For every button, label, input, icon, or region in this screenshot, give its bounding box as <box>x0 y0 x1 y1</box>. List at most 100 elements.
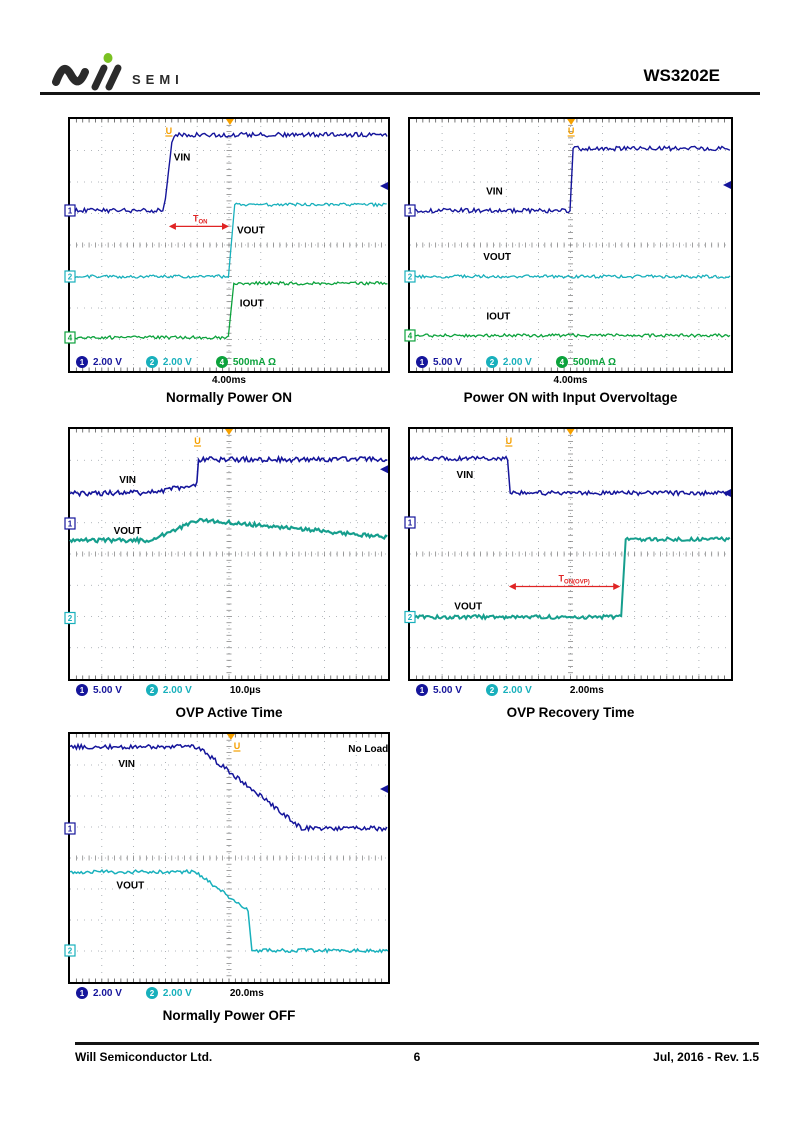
channel-readout: 2 2.00 V <box>145 684 192 696</box>
channel-number-badge: 1 <box>76 987 88 999</box>
channel-scale-value: 2.00 V <box>93 356 122 368</box>
channel-2-marker: 2 <box>404 270 416 283</box>
channel-readout: 1 5.00 V <box>416 684 462 696</box>
trigger-level-icon: U <box>234 741 241 751</box>
scope-ovp-active-time: U 1 2 VIN VOUT 1 5.00 V 2 2.00 V 10.0µs OVP Acti… <box>64 427 390 720</box>
channel-readout: 2 2.00 V <box>145 987 192 999</box>
channel-number-badge: 1 <box>416 356 428 368</box>
trigger-level-icon: U <box>166 126 173 136</box>
trace-vin <box>409 454 732 497</box>
channel-1-marker: 1 <box>64 517 76 530</box>
graticule <box>70 734 388 982</box>
channel-readout: 4 500mA Ω <box>555 356 617 368</box>
trigger-level-icon: U <box>194 436 201 446</box>
right-reference-arrow-icon <box>380 465 388 474</box>
trace-label: VIN <box>457 470 474 481</box>
timebase-label: 10.0µs <box>229 684 261 696</box>
channel-number-badge: 1 <box>416 684 428 696</box>
trace-label: VOUT <box>116 880 144 891</box>
channel-number-badge: 1 <box>76 356 88 368</box>
channel-scale-value: 500mA Ω <box>572 356 617 368</box>
trace-iout <box>409 332 731 339</box>
trace-label: VOUT <box>114 526 142 537</box>
timebase-label: 4.00ms <box>212 375 246 386</box>
timebase-label: 4.00ms <box>553 375 588 386</box>
scope-normally-power-on: U 1 2 4 VIN VOUT IOUT TON 1 2.00 V 2 2.00 V 4 500mA … <box>64 117 390 405</box>
graticule <box>410 119 731 371</box>
trace-label: IOUT <box>486 311 510 322</box>
svg-text:2: 2 <box>68 947 73 956</box>
svg-text:2: 2 <box>68 614 73 623</box>
trace-vin <box>409 145 731 215</box>
channel-2-marker: 2 <box>64 944 76 957</box>
waveform-plot: U 1 2 VIN No Load VOUT <box>64 734 389 982</box>
trace-vout <box>69 868 389 954</box>
channel-scale-value: 2.00 V <box>502 356 532 368</box>
channel-scale-value: 2.00 V <box>502 684 532 696</box>
trace-label: VIN <box>119 475 136 486</box>
channel-scale-value: 5.00 V <box>433 356 462 368</box>
trigger-level-icon: U <box>506 436 513 446</box>
trace-vin <box>69 742 388 833</box>
trace-vout <box>409 535 731 621</box>
footer-date-rev: Jul, 2016 - Rev. 1.5 <box>653 1049 759 1064</box>
channel-number-badge: 2 <box>145 987 158 999</box>
svg-text:1: 1 <box>408 519 413 528</box>
channel-2-marker: 2 <box>64 611 76 625</box>
trigger-position-icon <box>225 429 233 435</box>
trigger-position-icon <box>225 119 234 125</box>
part-number: WS3202E <box>643 66 720 85</box>
channel-scale-value: 5.00 V <box>433 684 462 696</box>
channel-1-marker: 1 <box>404 204 416 217</box>
trace-label: No Load <box>348 744 388 755</box>
channel-readouts: 1 2.00 V 2 2.00 V 4 500mA Ω <box>76 356 300 368</box>
waveform-plot: U 1 2 VIN VOUT <box>64 429 388 679</box>
svg-text:1: 1 <box>68 520 73 529</box>
channel-readouts: 1 5.00 V 2 2.00 V 2.00ms <box>416 684 604 696</box>
measurement-arrow: TON(OVP) <box>508 574 621 590</box>
scope-screen: U 1 2 4 VIN VOUT IOUT <box>404 117 733 373</box>
right-reference-arrow-icon <box>723 181 731 190</box>
scope-caption: OVP Recovery Time <box>506 705 635 720</box>
trace-label: VIN <box>486 187 503 198</box>
channel-2-marker: 2 <box>64 270 76 283</box>
channel-number-badge: 4 <box>555 356 568 368</box>
trace-vout <box>69 517 388 545</box>
scope-caption: Power ON with Input Overvoltage <box>463 390 678 405</box>
svg-text:1: 1 <box>68 206 73 215</box>
svg-text:4: 4 <box>408 331 413 340</box>
right-reference-arrow-icon <box>723 489 731 497</box>
trigger-level-icon: U <box>568 126 575 136</box>
graticule <box>410 429 731 679</box>
trace-label: VOUT <box>237 226 265 237</box>
svg-text:4: 4 <box>68 333 73 342</box>
channel-readout: 4 500mA Ω <box>215 356 276 368</box>
trace-label: VIN <box>174 153 191 164</box>
channel-scale-value: 2.00 V <box>162 356 192 368</box>
trace-iout <box>69 280 388 341</box>
channel-readout: 1 2.00 V <box>76 356 122 368</box>
channel-4-marker: 4 <box>64 331 76 344</box>
page-number: 6 <box>413 1049 421 1064</box>
channel-4-marker: 4 <box>404 329 416 342</box>
scope-caption: Normally Power ON <box>165 390 293 405</box>
trace-vout <box>409 273 731 280</box>
channel-readout: 2 2.00 V <box>485 684 532 696</box>
graticule <box>70 429 388 679</box>
trigger-position-icon <box>566 429 575 435</box>
channel-1-marker: 1 <box>64 204 76 217</box>
waveform-plot: U 1 2 4 VIN VOUT IOUT TON <box>64 119 388 371</box>
channel-readouts: 1 2.00 V 2 2.00 V 20.0ms <box>76 987 264 999</box>
scope-ovp-recovery-time: U 1 2 VIN VOUT TON(OVP) 1 5.00 V 2 2.00 V 2.00ms … <box>404 427 733 720</box>
will-semi-logo-icon <box>52 53 122 91</box>
scope-screen: U 1 2 VIN VOUT <box>64 427 390 681</box>
channel-number-badge: 2 <box>145 684 158 696</box>
scope-screen: U 1 2 VIN No Load VOUT <box>64 732 390 984</box>
timebase-label: 2.00ms <box>569 684 604 696</box>
page-footer: 6 Will Semiconductor Ltd. Jul, 2016 - Re… <box>75 1042 759 1064</box>
channel-readout: 2 2.00 V <box>145 356 192 368</box>
measurement-arrow-label: TON(OVP) <box>559 574 590 586</box>
channel-1-marker: 1 <box>404 516 416 529</box>
measurement-arrow-label: TON <box>193 213 208 225</box>
